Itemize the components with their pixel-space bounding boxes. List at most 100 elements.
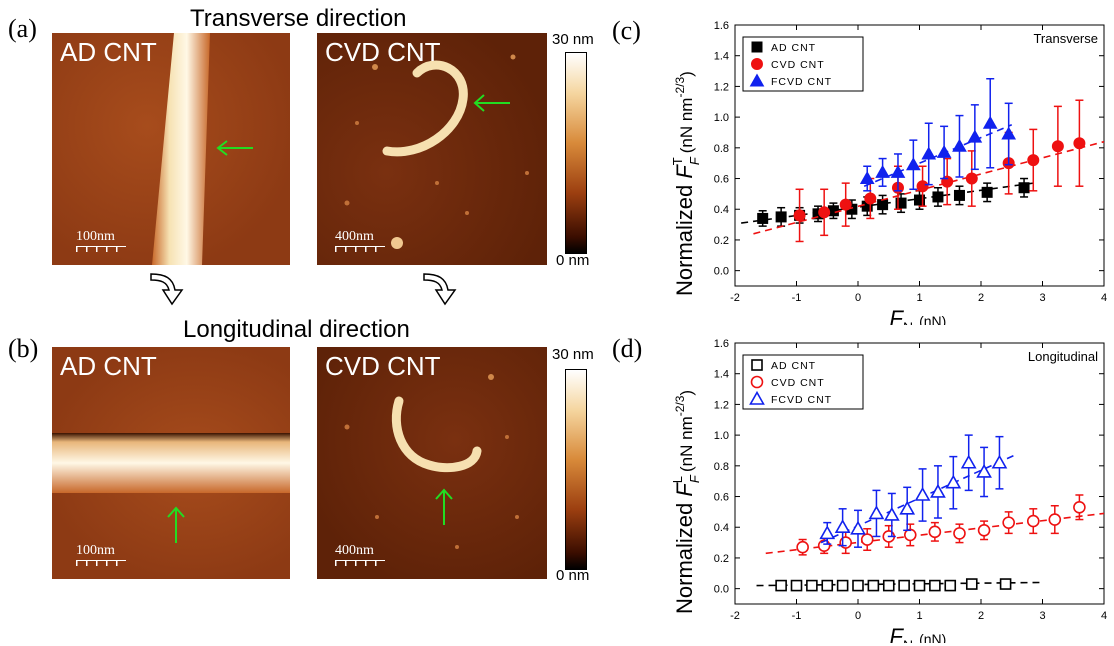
scalebar-a-left-label: 100nm bbox=[76, 229, 115, 244]
series-fcvd-cnt bbox=[819, 434, 1016, 548]
afm-title-cvd-b: CVD CNT bbox=[325, 351, 441, 381]
arrow-indicator-a-right bbox=[473, 94, 510, 112]
data-point bbox=[1048, 513, 1062, 526]
afm-image-ad-transverse: AD CNT 100nm bbox=[52, 33, 290, 265]
data-point bbox=[1073, 500, 1086, 514]
data-point bbox=[877, 199, 889, 211]
panel-label-a: (a) bbox=[8, 14, 37, 43]
legend-marker bbox=[750, 375, 764, 389]
data-point bbox=[916, 180, 929, 193]
data-point bbox=[864, 192, 877, 205]
legend-label: AD CNT bbox=[771, 360, 816, 372]
data-point bbox=[977, 524, 991, 537]
data-point bbox=[982, 115, 998, 129]
data-point bbox=[860, 533, 874, 546]
data-point bbox=[960, 454, 977, 469]
y-tick-label: 1.6 bbox=[714, 338, 729, 350]
data-point bbox=[981, 186, 993, 198]
colorbar-b-max: 30 nm bbox=[552, 346, 594, 363]
y-tick-label: 0.2 bbox=[714, 235, 729, 247]
data-point bbox=[952, 138, 967, 152]
y-axis-label: Normalized FFL(nN nm-2/3) bbox=[670, 390, 702, 614]
data-point bbox=[890, 164, 906, 178]
x-tick-label: 0 bbox=[855, 292, 861, 304]
data-point bbox=[1001, 126, 1017, 140]
y-tick-label: 0.2 bbox=[714, 553, 729, 565]
x-tick-label: -1 bbox=[792, 610, 802, 622]
down-arrow-icon bbox=[150, 273, 184, 306]
nanotube-curved bbox=[344, 54, 529, 249]
y-tick-label: 0.8 bbox=[714, 143, 729, 155]
panel-label-b: (b) bbox=[8, 334, 39, 363]
x-tick-label: 1 bbox=[916, 610, 922, 622]
y-tick-label: 0.0 bbox=[714, 266, 729, 278]
data-point bbox=[821, 579, 834, 592]
data-point bbox=[796, 540, 809, 554]
x-tick-label: 2 bbox=[978, 610, 984, 622]
y-tick-label: 0.6 bbox=[714, 492, 729, 504]
legend-marker bbox=[749, 390, 765, 405]
chart-longitudinal: -2 -1 0 1 2 3 4 0.0 0.2 0.4 0.6 0.8 1.0 1.2 1.4 1.6 FN(n… bbox=[670, 338, 1107, 643]
series-ad-cnt bbox=[741, 177, 1034, 227]
y-tick-label: 1.0 bbox=[714, 430, 729, 442]
x-tick-label: -2 bbox=[730, 292, 740, 304]
arrow-indicator-b-right bbox=[435, 488, 453, 525]
chart-transverse: -2 -1 0 1 2 3 4 0.0 0.2 0.4 0.6 0.8 1.0 1.2 1.4 1.6 FN(n… bbox=[670, 20, 1107, 325]
colorbar-a-max: 30 nm bbox=[552, 31, 594, 48]
legend-label: FCVD CNT bbox=[771, 394, 832, 406]
data-point bbox=[834, 519, 851, 534]
legend-marker bbox=[751, 58, 763, 70]
heading-transverse: Transverse direction bbox=[190, 5, 407, 32]
legend-label: AD CNT bbox=[771, 42, 816, 54]
x-tick-label: -1 bbox=[792, 292, 802, 304]
data-point bbox=[839, 198, 852, 211]
y-tick-label: 1.2 bbox=[714, 81, 729, 93]
scalebar-b-right-label: 400nm bbox=[335, 543, 374, 558]
colorbar-b bbox=[565, 369, 587, 570]
scalebar-a-right: 400nm bbox=[335, 229, 385, 252]
legend: AD CNT CVD CNT FCVD CNT bbox=[742, 36, 864, 92]
scalebar-a-left: 100nm bbox=[76, 229, 126, 252]
legend-label: FCVD CNT bbox=[771, 76, 832, 88]
data-point bbox=[976, 463, 992, 478]
y-tick-label: 1.4 bbox=[714, 369, 729, 381]
arrow-indicator-a-left bbox=[216, 140, 253, 156]
data-point bbox=[965, 578, 978, 590]
y-tick-label: 0.0 bbox=[714, 584, 729, 596]
heading-longitudinal: Longitudinal direction bbox=[183, 316, 410, 343]
fit-line bbox=[753, 140, 1105, 235]
data-point bbox=[1018, 182, 1030, 194]
data-point bbox=[913, 579, 926, 592]
x-axis-label: FN(nN) bbox=[890, 624, 947, 643]
x-tick-label: -2 bbox=[730, 610, 740, 622]
data-point bbox=[905, 157, 921, 171]
y-tick-label: 0.6 bbox=[714, 174, 729, 186]
series-fcvd-cnt bbox=[859, 77, 1017, 192]
data-point bbox=[932, 191, 944, 203]
afm-image-cvd-longitudinal: CVD CNT 400nm bbox=[317, 347, 547, 579]
afm-title-ad-b: AD CNT bbox=[60, 351, 157, 381]
afm-image-ad-longitudinal: AD CNT 100nm bbox=[52, 347, 290, 579]
legend-marker bbox=[751, 359, 763, 371]
legend-marker bbox=[751, 41, 763, 53]
data-point bbox=[1002, 516, 1015, 529]
nanotube-vertical bbox=[152, 33, 210, 265]
nanotube-curved-b bbox=[344, 374, 519, 549]
y-tick-label: 0.4 bbox=[714, 204, 729, 216]
legend-label: CVD CNT bbox=[771, 59, 825, 71]
data-point bbox=[1027, 154, 1040, 167]
data-point bbox=[790, 579, 803, 592]
x-tick-label: 4 bbox=[1101, 292, 1107, 304]
data-point bbox=[836, 579, 849, 592]
data-point bbox=[936, 144, 952, 158]
x-tick-label: 4 bbox=[1101, 610, 1107, 622]
afm-title-cvd-a: CVD CNT bbox=[325, 37, 441, 67]
data-point bbox=[775, 211, 787, 223]
scalebar-b-right: 400nm bbox=[335, 543, 385, 566]
data-point bbox=[945, 474, 962, 489]
chart-annotation: Longitudinal bbox=[1028, 349, 1098, 364]
panel-label-c: (c) bbox=[612, 16, 641, 45]
data-point bbox=[875, 164, 890, 178]
scalebar-b-left: 100nm bbox=[76, 543, 126, 566]
data-point bbox=[883, 506, 900, 521]
